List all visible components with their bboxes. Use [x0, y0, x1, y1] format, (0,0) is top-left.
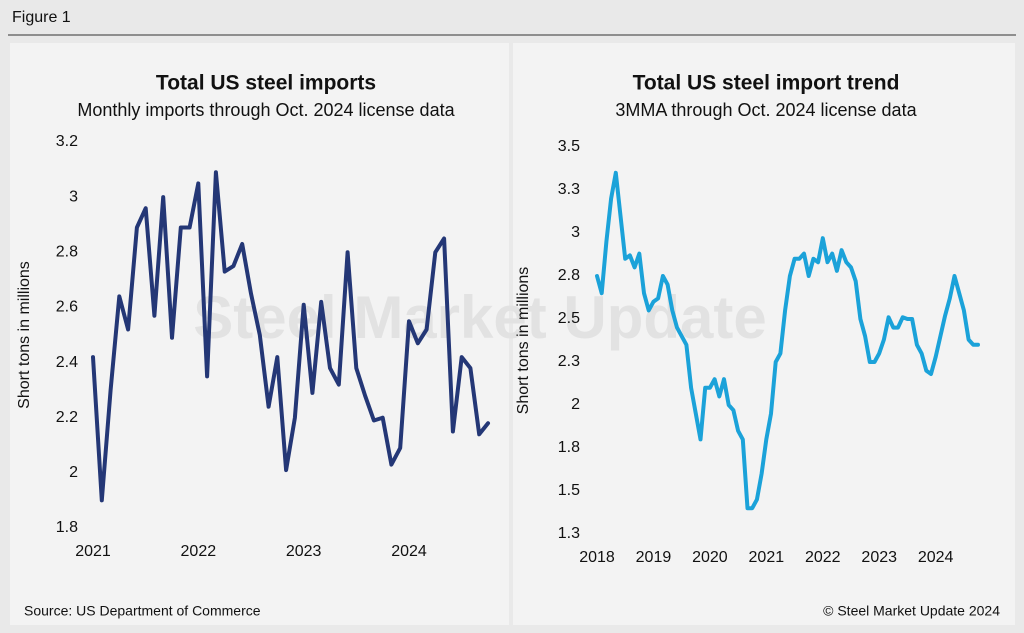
x-tick-label: 2024	[391, 543, 427, 560]
y-tick-label: 3.3	[558, 181, 580, 198]
y-tick-label: 3.5	[558, 138, 580, 155]
y-tick-label: 2.4	[56, 354, 78, 371]
x-tick-label: 2022	[805, 549, 841, 566]
x-tick-label: 2023	[286, 543, 322, 560]
y-tick-label: 2	[69, 464, 78, 481]
y-tick-label: 3	[69, 188, 78, 205]
y-tick-label: 2.8	[56, 244, 78, 261]
x-tick-label: 2019	[636, 549, 672, 566]
x-tick-label: 2020	[692, 549, 728, 566]
x-tick-label: 2022	[181, 543, 217, 560]
y-tick-label: 1.8	[558, 439, 580, 456]
y-tick-label: 2.6	[56, 299, 78, 316]
y-tick-label: 2	[571, 396, 580, 413]
y-tick-label: 1.8	[56, 519, 78, 536]
watermark: Steel Market Update	[193, 284, 767, 351]
source: Source: US Department of Commerce	[24, 603, 261, 619]
y-tick-label: 1.3	[558, 525, 580, 542]
chart-title: Total US steel imports	[156, 72, 376, 95]
y-tick-label: 3	[571, 224, 580, 241]
figure-label: Figure 1	[12, 9, 71, 26]
x-tick-label: 2021	[749, 549, 785, 566]
chart-title: Total US steel import trend	[633, 72, 900, 95]
y-tick-label: 2.3	[558, 353, 580, 370]
y-axis-label: Short tons in millions	[515, 267, 532, 415]
y-tick-label: 3.2	[56, 133, 78, 150]
data-line	[595, 170, 980, 511]
x-tick-label: 2023	[861, 549, 897, 566]
right-panel	[513, 43, 1015, 625]
y-tick-label: 2.5	[558, 310, 580, 327]
credit: © Steel Market Update 2024	[823, 603, 1000, 619]
y-tick-label: 2.8	[558, 267, 580, 284]
y-tick-label: 2.2	[56, 409, 78, 426]
x-tick-label: 2024	[918, 549, 954, 566]
y-tick-label: 1.5	[558, 482, 580, 499]
chart-subtitle: 3MMA through Oct. 2024 license data	[615, 100, 917, 120]
x-tick-label: 2021	[75, 543, 111, 560]
x-tick-label: 2018	[579, 549, 615, 566]
data-line	[91, 170, 490, 503]
y-axis-label: Short tons in millions	[16, 261, 33, 409]
chart-subtitle: Monthly imports through Oct. 2024 licens…	[77, 100, 455, 120]
